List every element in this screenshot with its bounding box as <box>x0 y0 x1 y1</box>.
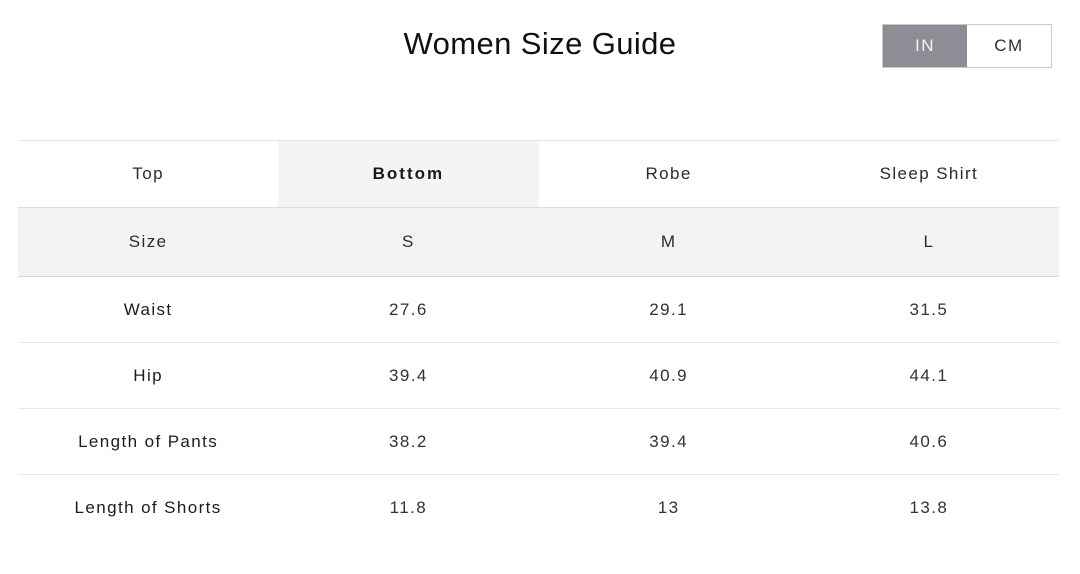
shorts-m-value: 13 <box>657 498 680 517</box>
unit-in-button[interactable]: IN <box>883 25 967 67</box>
row-label: Waist <box>123 299 173 319</box>
waist-l-value: 31.5 <box>909 299 949 319</box>
waist-s-value: 27.6 <box>389 299 428 319</box>
category-tabs: Top Bottom Robe Sleep Shirt <box>18 140 1059 207</box>
hip-l-value: 44.1 <box>909 365 949 385</box>
page-title: Women Size Guide <box>403 26 677 61</box>
shorts-l-value: 13.8 <box>909 498 949 517</box>
table-row-waist: Waist 27.6 29.1 31.5 <box>18 277 1059 343</box>
hip-s-value: 39.4 <box>389 365 428 385</box>
table-row-length-of-shorts: Length of Shorts 11.8 13 13.8 <box>18 475 1059 541</box>
shorts-s-value: 11.8 <box>389 498 428 517</box>
unit-toggle: IN CM <box>882 24 1052 68</box>
pants-s-value: 38.2 <box>389 431 428 451</box>
waist-m-value: 29.1 <box>649 299 688 319</box>
size-guide-table: Top Bottom Robe Sleep Shirt Size S M L W… <box>18 140 1059 541</box>
header: Women Size Guide IN CM <box>0 0 1080 140</box>
table-row-hip: Hip 39.4 40.9 44.1 <box>18 343 1059 409</box>
size-s: S <box>402 232 415 251</box>
row-label: Length of Pants <box>78 431 219 451</box>
size-m: M <box>660 232 677 251</box>
size-header-label: Size <box>128 232 168 251</box>
tab-robe[interactable]: Robe <box>645 164 692 183</box>
size-header-row: Size S M L <box>18 207 1059 277</box>
size-l: L <box>923 232 935 251</box>
tab-top[interactable]: Top <box>132 164 164 183</box>
pants-l-value: 40.6 <box>909 431 949 451</box>
hip-m-value: 40.9 <box>649 365 688 385</box>
table-row-length-of-pants: Length of Pants 38.2 39.4 40.6 <box>18 409 1059 475</box>
pants-m-value: 39.4 <box>649 431 688 451</box>
row-label: Hip <box>133 365 163 385</box>
tab-sleep-shirt[interactable]: Sleep Shirt <box>879 164 979 183</box>
unit-cm-button[interactable]: CM <box>967 25 1051 67</box>
tab-bottom[interactable]: Bottom <box>278 141 539 207</box>
row-label: Length of Shorts <box>74 498 222 517</box>
